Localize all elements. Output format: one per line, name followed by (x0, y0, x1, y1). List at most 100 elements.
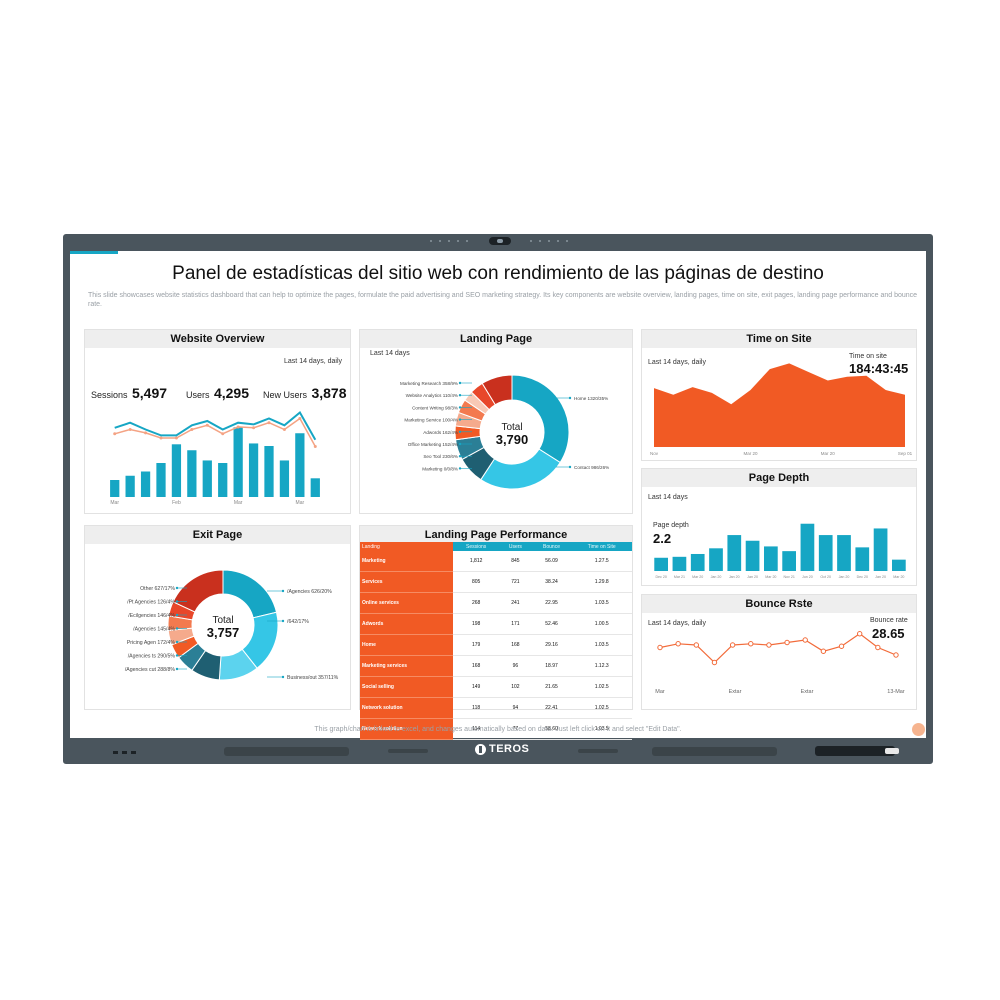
time-on-site-card: Time on Site Last 14 days, daily Time on… (641, 329, 917, 461)
speaker-grille-left (224, 747, 349, 756)
line-series-orange (114, 417, 316, 447)
power-indicator[interactable] (885, 748, 899, 754)
column-header[interactable]: Users (499, 542, 532, 551)
callout-label: Other 627/17% (140, 586, 175, 592)
donut-total-label: Total (501, 422, 522, 433)
table-cell: 52.46 (531, 613, 572, 635)
column-header[interactable]: Bounce (531, 542, 572, 551)
table-cell: 179 (453, 634, 500, 656)
line-point (693, 642, 700, 648)
line-point (766, 642, 772, 648)
donut-slice (511, 374, 570, 464)
x-tick-label: Extar (729, 689, 742, 695)
row-label-cell: Network solution (360, 697, 454, 719)
table-cell: 58.60 (531, 718, 572, 740)
bezel-speaker-left (430, 240, 470, 242)
table-cell: 118 (453, 697, 500, 719)
landing-page-card: Landing Page Last 14 days Total 3,790 Mark… (359, 329, 633, 514)
line-point (174, 436, 178, 440)
table-cell: 22.41 (531, 697, 572, 719)
page-depth-card: Page Depth Last 14 days Page depth 2.2 D… (641, 468, 917, 586)
table-row[interactable]: Home 179 168 29.16 1.03.5 (360, 634, 632, 656)
x-tick-label: Sep 01 (898, 451, 913, 456)
line-point (748, 641, 754, 647)
metric-label: Bounce rate (870, 617, 908, 624)
row-label-cell: Adwords (360, 613, 454, 635)
line-point (113, 432, 117, 436)
callout-label: Website Analytics 110/4% (406, 393, 458, 398)
front-buttons[interactable] (113, 751, 139, 754)
table-row[interactable]: Adwords 198 171 52.46 1.00.5 (360, 613, 632, 635)
callout-dot (175, 654, 179, 657)
table-row[interactable]: Marketing services 168 96 18.97 1.12.3 (360, 655, 632, 677)
table-cell: 1.12.3 (571, 655, 632, 677)
callout-dot (458, 381, 462, 385)
bar (709, 548, 723, 571)
brand-name: TEROS (489, 743, 530, 755)
table-header-row: Landing Sessions Users Bounce Time on Si… (360, 542, 632, 551)
area-series (654, 363, 905, 447)
column-header[interactable]: Sessions (453, 542, 500, 551)
table-cell: 1.03.5 (571, 634, 632, 656)
x-tick-label: Dec 20 (655, 575, 666, 579)
x-tick-label: Mar 20 (744, 451, 759, 456)
card-title: Bounce Rste (642, 595, 916, 613)
line-point (252, 426, 256, 430)
table-row[interactable]: Social selling 149 102 21.65 1.02.5 (360, 676, 632, 698)
bar (264, 446, 274, 497)
footer-note: This graph/chart is linked to excel, and… (314, 726, 682, 733)
row-label-cell: Services (360, 571, 454, 593)
table-cell: 1.02.5 (571, 676, 632, 698)
bounce-rate-chart: Mar Extar Extar 13-Mar (655, 631, 905, 695)
callout-label: Adwords 162/4% (423, 430, 458, 435)
line-point (298, 416, 302, 420)
bar (171, 444, 182, 497)
callout-dot (458, 430, 462, 433)
bar (782, 551, 796, 571)
row-label-cell: Home (360, 634, 454, 656)
line-series (659, 632, 897, 664)
card-title: Time on Site (642, 330, 916, 348)
x-tick-label: Mar 20 (821, 451, 836, 456)
table-row[interactable]: Network solution 114 77 58.60 1.03.5 (360, 718, 632, 740)
table-row[interactable]: Services 805 721 38.24 1.29.8 (360, 571, 632, 593)
kpi-label: Sessions (91, 390, 128, 400)
callout-dot (281, 675, 285, 679)
callout-label: Marketing Research 358/9% (400, 381, 458, 386)
bar (310, 478, 320, 497)
x-tick-label: Jan 20 (839, 575, 850, 579)
table-row[interactable]: Network solution 118 94 22.41 1.02.5 (360, 697, 632, 719)
bar (690, 553, 705, 571)
speaker-grille-right (652, 747, 777, 756)
metric-value: 2.2 (653, 531, 672, 546)
donut-total-value: 3,757 (207, 625, 240, 640)
x-tick-label: Jan 20 (729, 575, 740, 579)
column-header[interactable]: Landing (360, 542, 454, 551)
line-point (221, 432, 225, 436)
card-title: Page Depth (642, 469, 916, 487)
page-depth-chart: Dec 20 Mar 21 Mar 20 Jan 20 Jan 20 Jan 20 Mar … (654, 523, 906, 579)
table-cell: 102 (499, 676, 532, 698)
metric-value: 28.65 (872, 626, 905, 641)
table-cell: 22.95 (531, 592, 572, 614)
metric-value: 184:43:45 (849, 361, 909, 376)
exit-page-card: Exit Page Total 3,757 Other 627/17% /Pt Age… (84, 525, 351, 710)
column-header[interactable]: Time on Site (571, 542, 632, 551)
x-tick-label: Mar 20 (765, 575, 776, 579)
callout-label: Marketing Service 100/4% (404, 418, 458, 423)
table-cell: 21.65 (531, 676, 572, 698)
bounce-rate-card: Bounce Rste Last 14 days, daily Bounce r… (641, 594, 917, 710)
line-point (729, 642, 736, 648)
x-tick-label: Mar 21 (674, 575, 685, 579)
table-row[interactable]: Online services 268 241 22.95 1.03.5 (360, 592, 632, 614)
callout-label: /Agencies 626/20% (287, 589, 332, 595)
bar (248, 443, 259, 497)
metric-label: Page depth (653, 522, 689, 529)
line-point (802, 637, 808, 643)
callout-dot (175, 613, 179, 617)
callout-label: /Ecilgencies 146/4% (128, 613, 175, 619)
table-row[interactable]: Marketing 1,812 845 56.09 1.27.5 (360, 551, 632, 572)
donut-total-value: 3,790 (496, 432, 529, 447)
table-cell: 1,812 (453, 551, 500, 572)
